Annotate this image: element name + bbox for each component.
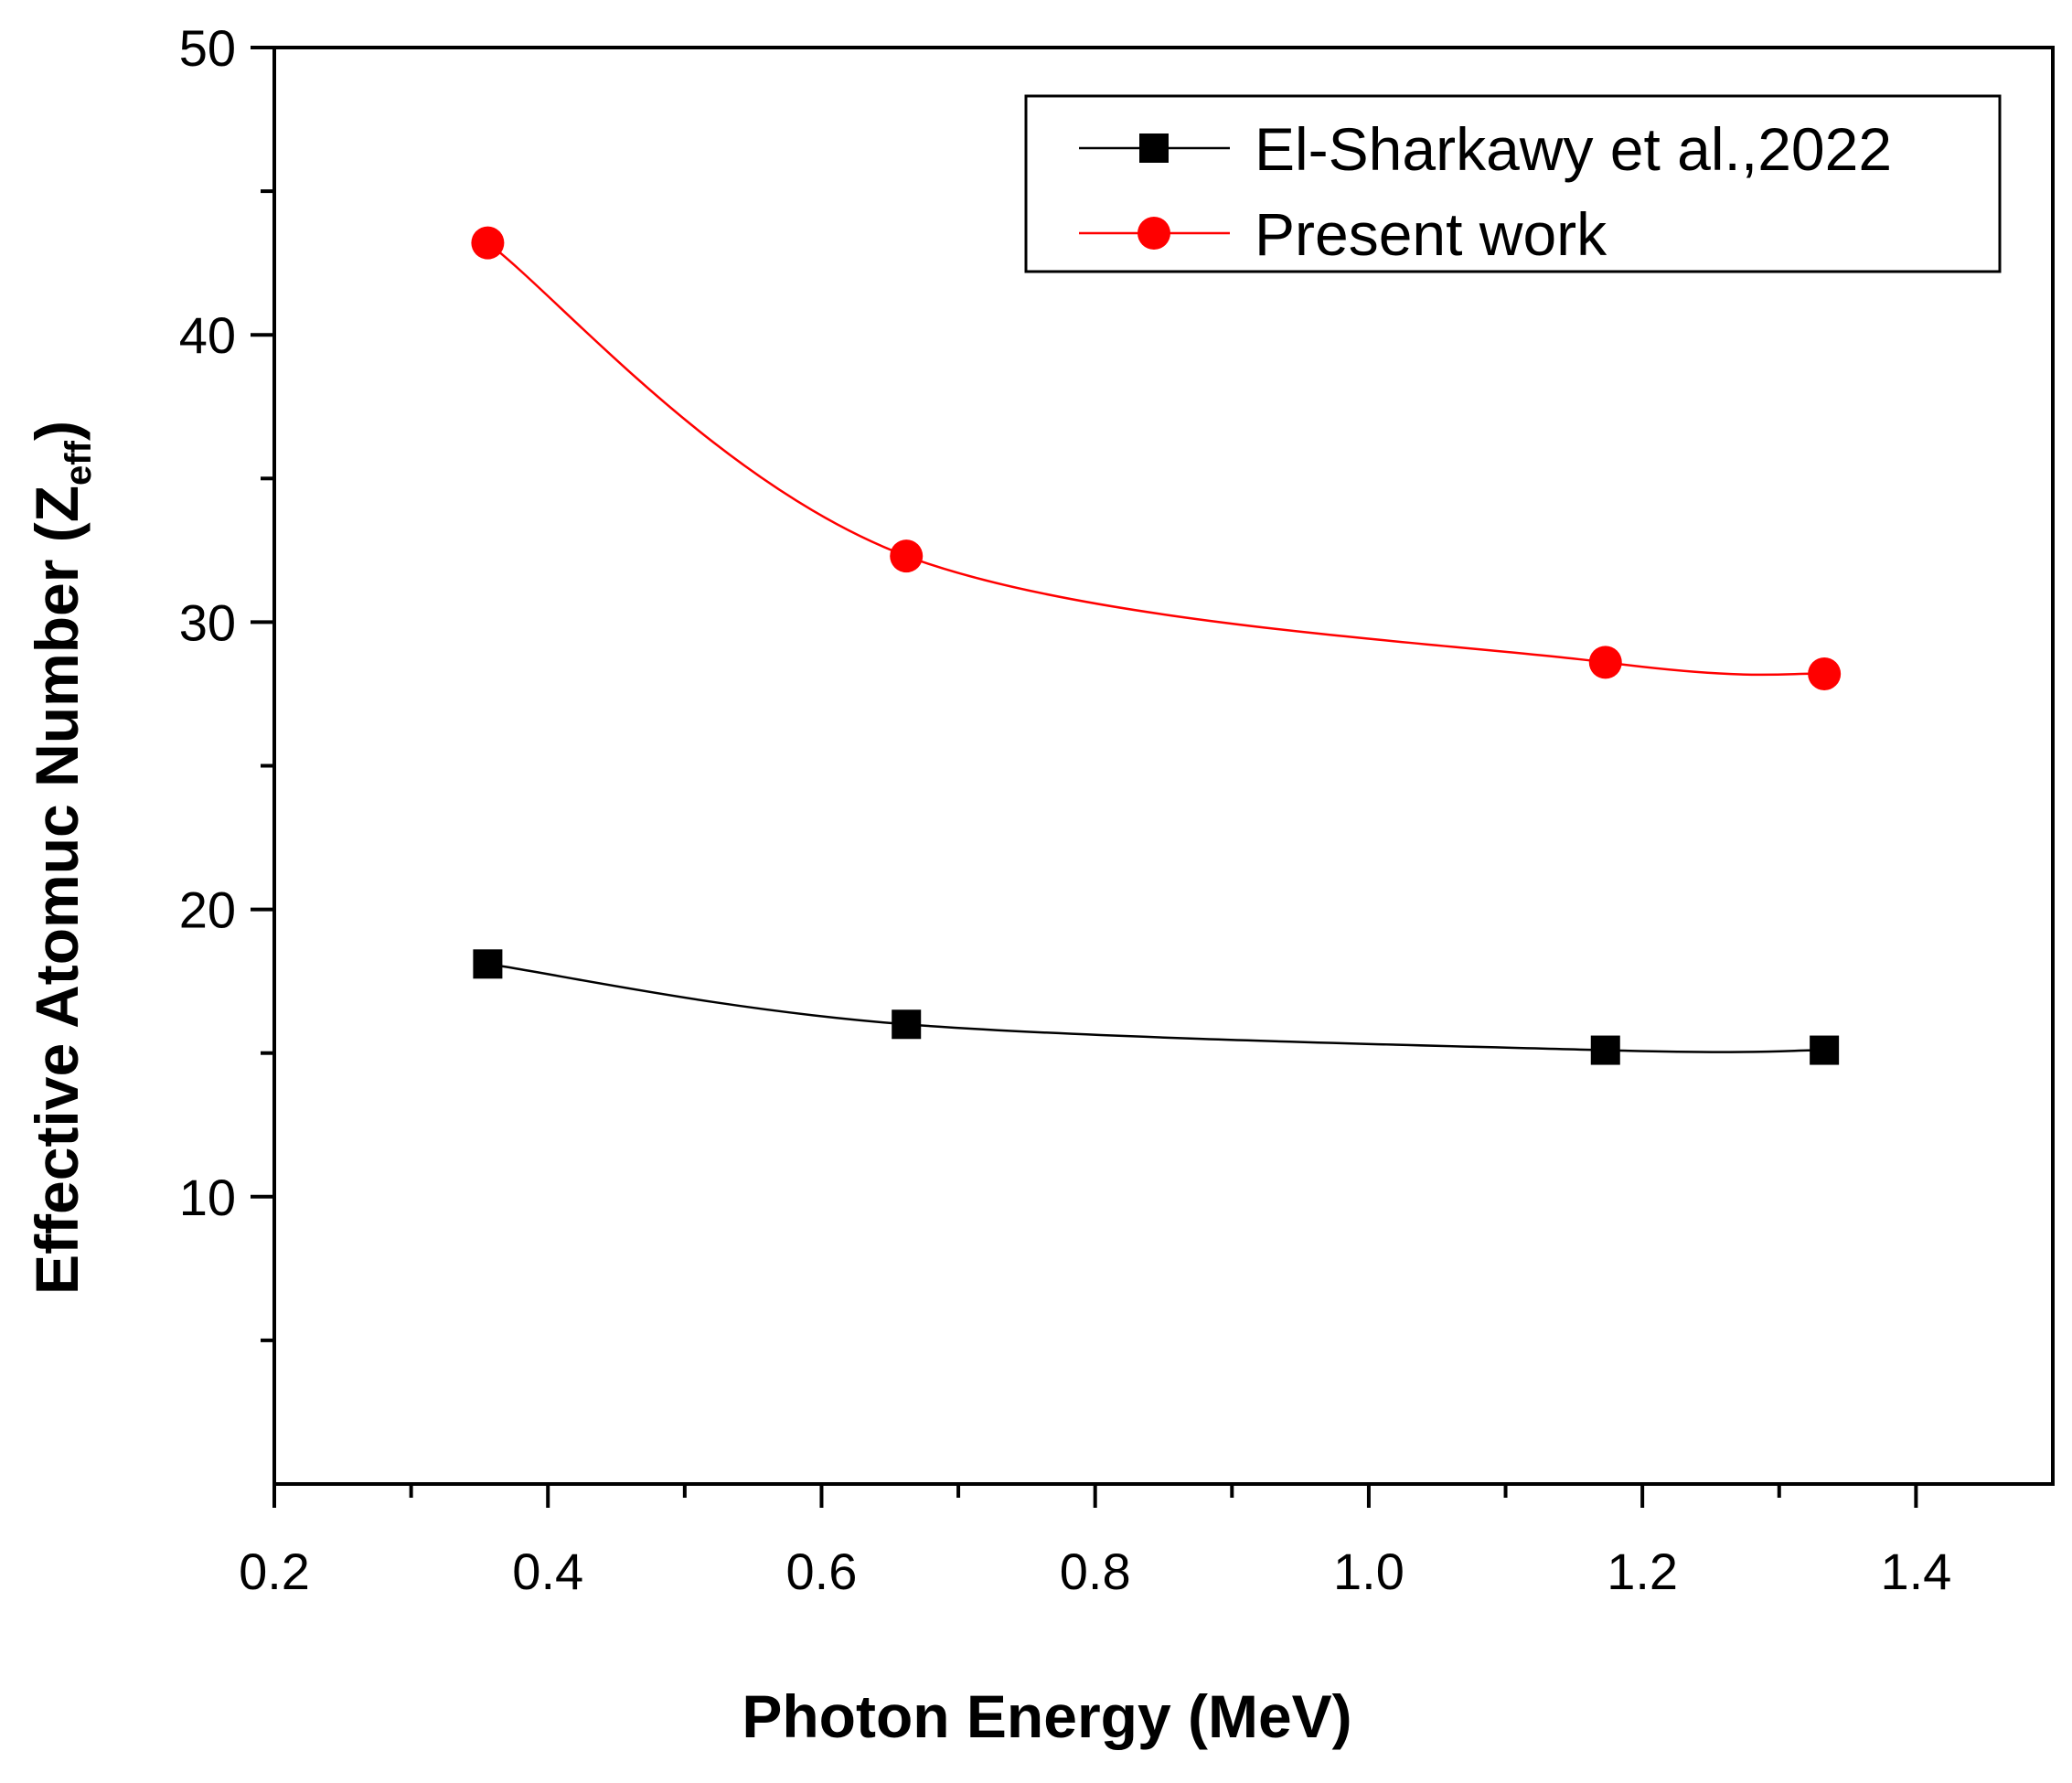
x-tick-label: 1.2 xyxy=(1607,1543,1678,1600)
x-tick-label: 0.2 xyxy=(239,1543,310,1600)
y-tick-label: 30 xyxy=(179,593,236,651)
data-point-series-1 xyxy=(892,1009,922,1040)
data-point-series-1 xyxy=(473,949,503,979)
y-axis-ticks: 10 20 30 40 50 xyxy=(179,19,274,1342)
data-point-series-2 xyxy=(890,539,924,573)
legend-box xyxy=(1024,94,2002,273)
legend-items: El-Sharkawy et al.,2022 Present work xyxy=(1079,115,1892,268)
x-tick-label: 1.0 xyxy=(1333,1543,1404,1600)
y-axis-title-close: ) xyxy=(23,421,91,441)
y-axis-title-subscript: eff xyxy=(59,440,99,486)
y-tick-label: 10 xyxy=(179,1169,236,1226)
data-point-series-1 xyxy=(1810,1035,1840,1065)
legend: El-Sharkawy et al.,2022 Present work xyxy=(1024,94,2002,273)
x-axis-title: Photon Energy (MeV) xyxy=(742,1682,1351,1750)
series-line-2 xyxy=(486,241,1825,677)
y-tick-label: 20 xyxy=(179,881,236,939)
legend-label: Present work xyxy=(1255,200,1607,268)
legend-label: El-Sharkawy et al.,2022 xyxy=(1255,115,1892,183)
y-axis-title: Effective Atomuc Number (Zeff) xyxy=(23,421,99,1295)
y-axis-title-main: Effective Atomuc Number (Z xyxy=(23,486,91,1295)
legend-marker xyxy=(1137,217,1170,250)
series-line-1 xyxy=(487,963,1825,1053)
data-point-series-2 xyxy=(471,226,505,260)
y-tick-label: 50 xyxy=(179,19,236,77)
x-tick-label: 0.4 xyxy=(512,1543,583,1600)
x-tick-label: 1.4 xyxy=(1880,1543,1951,1600)
series-curves xyxy=(486,241,1825,1053)
x-tick-label: 0.6 xyxy=(786,1543,858,1600)
legend-marker xyxy=(1139,133,1169,163)
x-axis-ticks: 0.2 0.4 0.6 0.8 1.0 1.2 1.4 xyxy=(239,1484,1951,1600)
y-tick-label: 40 xyxy=(179,306,236,364)
data-point-series-1 xyxy=(1590,1035,1620,1065)
data-point-series-2 xyxy=(1588,646,1622,679)
series-markers xyxy=(471,226,1842,1065)
x-tick-label: 0.8 xyxy=(1060,1543,1131,1600)
data-point-series-2 xyxy=(1808,657,1842,690)
